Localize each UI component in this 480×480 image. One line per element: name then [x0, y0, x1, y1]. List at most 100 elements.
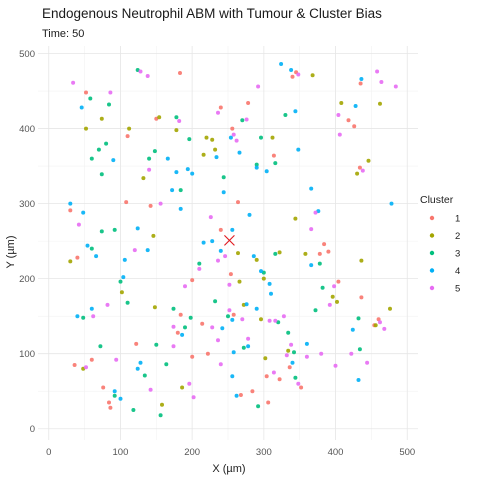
cluster-1-point: [231, 312, 236, 317]
cluster-5-point: [84, 365, 88, 370]
cluster-5-point: [234, 138, 239, 143]
cluster-1-point: [175, 330, 180, 335]
cluster-3-point: [104, 141, 109, 146]
cluster-1-point: [89, 357, 94, 362]
cluster-5-point: [267, 318, 272, 323]
y-tick-label: 400: [19, 124, 35, 135]
cluster-3-point: [99, 229, 104, 234]
cluster-5-point: [378, 320, 382, 325]
cluster-5-point: [216, 110, 220, 115]
cluster-4-point: [190, 171, 195, 176]
cluster-4-point: [68, 201, 73, 206]
chart-subtitle: Time: 50: [42, 28, 84, 40]
cluster-4-point: [254, 165, 259, 170]
cluster-2-point: [99, 116, 104, 121]
cluster-5-point: [216, 338, 220, 343]
cluster-4-point: [180, 332, 185, 337]
cluster-4-point: [185, 167, 190, 172]
cluster-3-point: [178, 188, 183, 193]
legend-key-1: [429, 215, 435, 221]
cluster-5-point: [360, 168, 365, 173]
cluster-3-point: [89, 156, 94, 161]
cluster-4-point: [230, 317, 235, 322]
cluster-3-point: [259, 135, 263, 140]
cluster-3-point: [273, 251, 278, 256]
cluster-2-point: [254, 257, 259, 262]
x-tick-label: 200: [184, 447, 200, 458]
cluster-4-point: [122, 257, 127, 262]
cluster-3-point: [118, 279, 123, 284]
x-tick-label: 100: [113, 447, 129, 458]
cluster-4-point: [234, 393, 239, 398]
cluster-4-point: [165, 156, 170, 161]
cluster-2-point: [152, 305, 157, 310]
cluster-1-point: [299, 385, 304, 390]
cluster-3-point: [313, 308, 318, 313]
cluster-4-point: [237, 150, 242, 155]
cluster-1-point: [108, 405, 113, 410]
cluster-3-point: [89, 246, 94, 251]
cluster-1-point: [246, 101, 251, 105]
cluster-4-point: [135, 366, 140, 371]
cluster-3-point: [81, 315, 86, 320]
cluster-4-point: [174, 170, 179, 175]
cluster-5-point: [336, 113, 341, 117]
cluster-1-point: [357, 165, 362, 170]
cluster-4-point: [170, 188, 175, 193]
cluster-5-point: [218, 362, 223, 367]
cluster-5-point: [271, 370, 276, 375]
y-axis-title: Y (µm): [5, 235, 17, 268]
cluster-1-point: [205, 351, 210, 356]
cluster-1-point: [236, 200, 240, 205]
cluster-1-point: [72, 363, 77, 367]
cluster-4-point: [359, 77, 364, 81]
cluster-5-point: [227, 282, 232, 287]
cluster-2-point: [293, 216, 298, 221]
cluster-2-point: [286, 348, 291, 353]
cluster-4-point: [218, 248, 223, 253]
cluster-5-point: [187, 381, 192, 386]
cluster-2-point: [68, 259, 73, 264]
cluster-1-point: [218, 227, 223, 232]
cluster-5-point: [244, 117, 249, 122]
cluster-2-point: [84, 126, 88, 131]
cluster-4-point: [228, 135, 233, 140]
cluster-2-point: [355, 171, 360, 176]
cluster-1-point: [264, 374, 269, 379]
cluster-5-point: [105, 302, 110, 307]
cluster-5-point: [227, 308, 232, 313]
cluster-1-point: [287, 365, 292, 370]
cluster-4-point: [251, 254, 256, 259]
cluster-5-point: [191, 395, 196, 400]
cluster-2-point: [303, 251, 308, 256]
cluster-5-point: [158, 201, 163, 206]
cluster-2-point: [237, 279, 242, 284]
cluster-4-point: [178, 206, 183, 211]
cluster-2-point: [330, 294, 335, 299]
cluster-3-point: [197, 261, 202, 266]
cluster-1-point: [228, 272, 233, 277]
cluster-1-point: [322, 242, 327, 247]
data-points: [68, 62, 398, 418]
cluster-5-point: [145, 74, 150, 78]
cluster-2-point: [213, 147, 218, 152]
y-tick-label: 100: [19, 349, 35, 360]
legend-key-2: [429, 233, 435, 238]
cluster-4-point: [94, 254, 99, 259]
cluster-5-point: [216, 258, 220, 263]
cluster-2-point: [204, 135, 209, 140]
cluster-5-point: [296, 72, 301, 77]
cluster-4-point: [353, 104, 358, 108]
cluster-3-point: [174, 115, 179, 120]
cluster-3-point: [187, 137, 192, 142]
cluster-4-point: [230, 227, 235, 232]
cluster-1-point: [178, 312, 183, 317]
cluster-3-point: [356, 316, 361, 321]
cluster-1-point: [200, 321, 205, 326]
cluster-4-point: [267, 281, 272, 286]
cluster-3-point: [273, 161, 278, 166]
cluster-1-point: [148, 203, 153, 208]
cluster-5-point: [208, 215, 213, 220]
cluster-3-point: [286, 330, 291, 335]
